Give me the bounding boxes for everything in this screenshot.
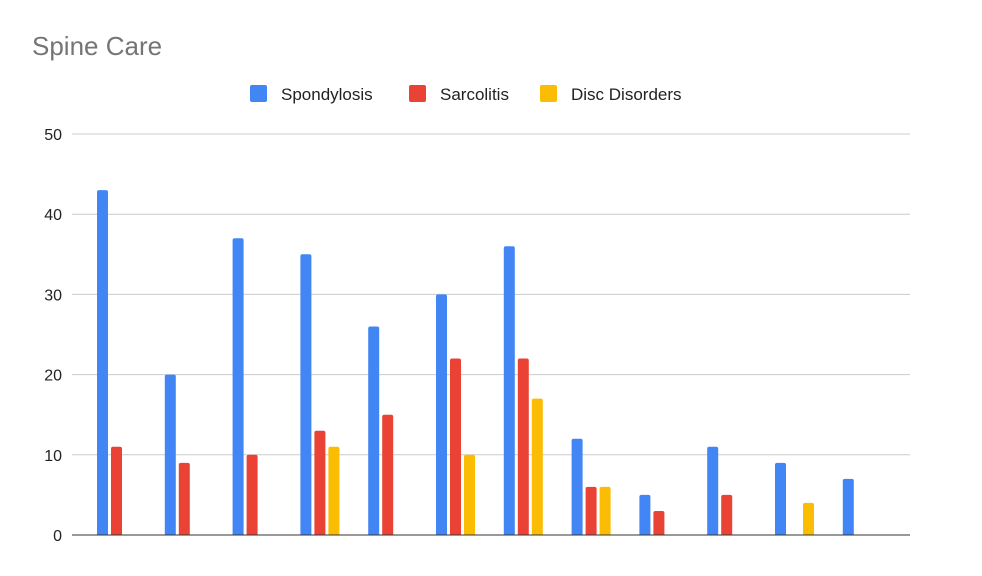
legend-swatch	[540, 85, 557, 102]
legend-swatch	[409, 85, 426, 102]
bar-spondylosis-6	[436, 294, 447, 535]
bar-spondylosis-4	[300, 254, 312, 536]
y-tick-label: 0	[53, 528, 62, 545]
bar-spondylosis-8	[571, 438, 583, 535]
bar-sarcolitis-2	[178, 462, 190, 535]
bar-sarcolitis-1	[111, 446, 122, 535]
bar-spondylosis-2	[164, 374, 176, 535]
bar-spondylosis-12	[842, 478, 854, 535]
bar-sarcolitis-6	[450, 358, 461, 535]
bar-spondylosis-11	[775, 462, 786, 535]
y-tick-label: 30	[44, 287, 62, 304]
legend-swatch	[250, 85, 267, 102]
legend-item: Disc Disorders	[540, 85, 682, 104]
bar-disc-disorders-8	[599, 486, 611, 535]
legend-label: Spondylosis	[281, 85, 373, 104]
bar-spondylosis-3	[232, 238, 244, 535]
y-tick-label: 10	[44, 448, 62, 465]
bar-spondylosis-1	[97, 190, 108, 535]
bar-sarcolitis-7	[517, 358, 529, 535]
legend: Spondylosis Sarcolitis Disc Disorders	[250, 85, 682, 104]
bar-sarcolitis-10	[721, 494, 733, 535]
legend-label: Sarcolitis	[440, 85, 509, 104]
bar-spondylosis-9	[639, 494, 651, 535]
bar-spondylosis-10	[707, 446, 719, 535]
legend-label: Disc Disorders	[571, 85, 682, 104]
y-axis-ticks: 0 10 20 30 40 50	[44, 127, 62, 545]
bar-disc-disorders-4	[328, 446, 340, 535]
bar-sarcolitis-3	[246, 454, 258, 535]
bar-disc-disorders-6	[464, 454, 475, 535]
bar-sarcolitis-8	[585, 486, 597, 535]
y-tick-label: 40	[44, 207, 62, 224]
bar-spondylosis-7	[503, 246, 515, 535]
bar-spondylosis-5	[368, 326, 380, 535]
bar-disc-disorders-11	[803, 502, 814, 535]
y-tick-label: 50	[44, 127, 62, 144]
bars	[97, 190, 854, 536]
legend-item: Spondylosis	[250, 85, 373, 104]
legend-item: Sarcolitis	[409, 85, 509, 104]
bar-sarcolitis-4	[314, 430, 326, 535]
bar-disc-disorders-7	[531, 398, 543, 535]
chart-title: Spine Care	[32, 31, 162, 61]
bar-sarcolitis-9	[653, 510, 665, 535]
y-tick-label: 20	[44, 368, 62, 385]
grid-lines	[72, 133, 910, 456]
bar-sarcolitis-5	[382, 414, 394, 535]
